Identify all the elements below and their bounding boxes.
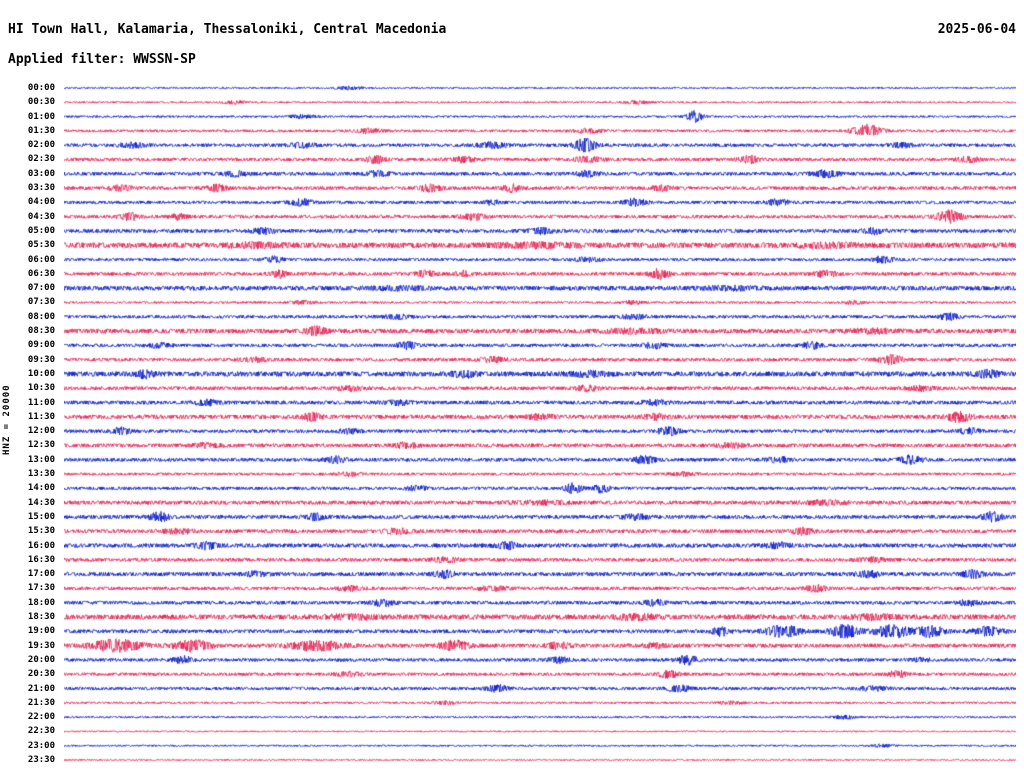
time-label: 07:30 bbox=[27, 297, 55, 308]
time-label: 12:30 bbox=[27, 440, 55, 451]
time-label: 10:30 bbox=[27, 383, 55, 394]
time-label: 02:00 bbox=[27, 140, 55, 151]
time-label: 08:30 bbox=[27, 326, 55, 337]
time-label: 19:30 bbox=[27, 640, 55, 651]
time-label: 01:30 bbox=[27, 125, 55, 136]
time-label: 08:00 bbox=[27, 311, 55, 322]
time-label: 04:30 bbox=[27, 211, 55, 222]
time-label: 05:30 bbox=[27, 240, 55, 251]
time-label: 16:00 bbox=[27, 540, 55, 551]
filter-label: Applied filter: WWSSN-SP bbox=[8, 52, 196, 67]
time-label: 03:00 bbox=[27, 168, 55, 179]
time-label: 18:00 bbox=[27, 597, 55, 608]
time-label: 18:30 bbox=[27, 612, 55, 623]
time-label: 21:00 bbox=[27, 683, 55, 694]
time-label: 06:30 bbox=[27, 268, 55, 279]
time-label: 21:30 bbox=[27, 697, 55, 708]
time-label: 23:30 bbox=[27, 755, 55, 765]
time-label: 14:30 bbox=[27, 497, 55, 508]
time-label: 07:00 bbox=[27, 283, 55, 294]
time-label: 11:00 bbox=[27, 397, 55, 408]
time-label: 13:30 bbox=[27, 469, 55, 480]
time-label: 09:00 bbox=[27, 340, 55, 351]
time-label: 03:30 bbox=[27, 183, 55, 194]
time-label: 20:00 bbox=[27, 654, 55, 665]
time-labels-column: 00:00 00:30 01:00 01:30 02:00 02:30 03:00 03:30… bbox=[0, 0, 60, 780]
time-label: 13:00 bbox=[27, 454, 55, 465]
time-label: 00:30 bbox=[27, 97, 55, 108]
time-label: 00:00 bbox=[27, 83, 55, 93]
date-label: 2025-06-04 bbox=[937, 22, 1016, 37]
time-label: 06:00 bbox=[27, 254, 55, 265]
time-label: 11:30 bbox=[27, 411, 55, 422]
time-label: 19:00 bbox=[27, 626, 55, 637]
time-label: 20:30 bbox=[27, 669, 55, 680]
time-label: 02:30 bbox=[27, 154, 55, 165]
time-label: 10:00 bbox=[27, 368, 55, 379]
time-label: 15:00 bbox=[27, 511, 55, 522]
time-label: 09:30 bbox=[27, 354, 55, 365]
time-label: 05:00 bbox=[27, 225, 55, 236]
time-label: 01:00 bbox=[27, 111, 55, 122]
time-label: 22:30 bbox=[27, 726, 55, 737]
helicorder-canvas bbox=[64, 80, 1016, 772]
time-label: 12:00 bbox=[27, 426, 55, 437]
time-label: 14:00 bbox=[27, 483, 55, 494]
time-label: 04:00 bbox=[27, 197, 55, 208]
time-label: 15:30 bbox=[27, 526, 55, 537]
time-label: 22:00 bbox=[27, 712, 55, 723]
time-label: 17:00 bbox=[27, 569, 55, 580]
station-title: HI Town Hall, Kalamaria, Thessaloniki, C… bbox=[8, 22, 447, 37]
time-label: 17:30 bbox=[27, 583, 55, 594]
time-label: 16:30 bbox=[27, 554, 55, 565]
time-label: 23:00 bbox=[27, 740, 55, 751]
